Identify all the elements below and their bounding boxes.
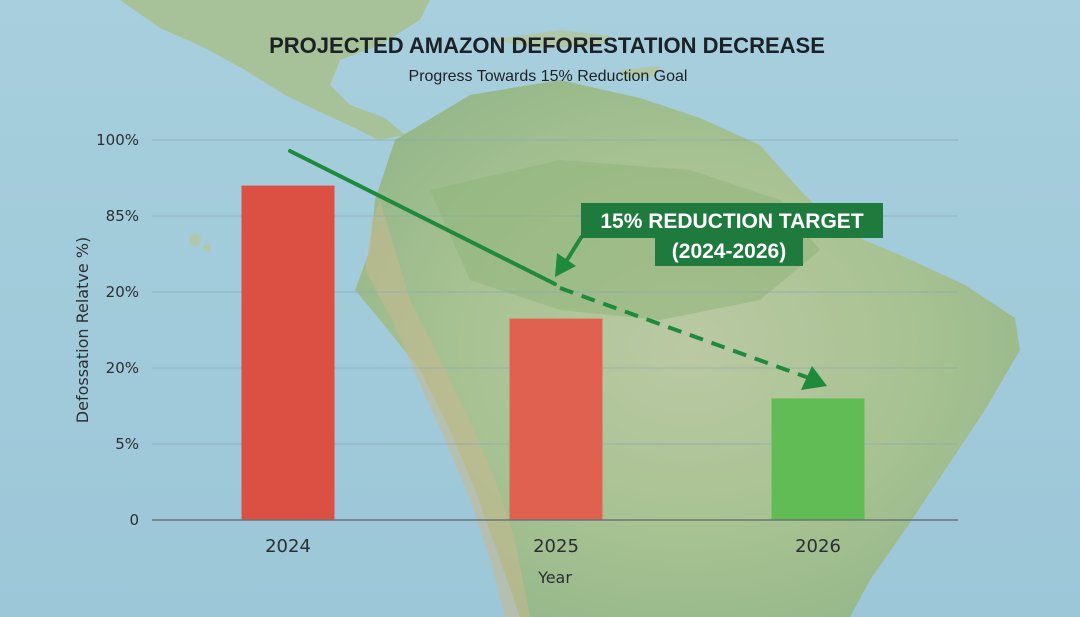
x-tick-label-2024: 2024 xyxy=(265,536,311,557)
trend-arrow-dashed xyxy=(559,286,821,384)
trend-arrow-solid xyxy=(288,149,557,286)
y-tick-label: 20% xyxy=(106,359,139,377)
annotation-pointer-head xyxy=(555,253,576,277)
y-tick-label: 100% xyxy=(96,131,139,149)
bar-2025 xyxy=(509,318,603,520)
annotation-box-bottom xyxy=(655,234,803,266)
annotation-line1: 15% REDUCTION TARGET xyxy=(600,210,863,233)
annotation-line2: (2024-2026) xyxy=(672,240,786,263)
y-tick-label: 0 xyxy=(129,511,139,529)
x-axis-ticks: 2024 2025 2026 xyxy=(265,536,841,557)
chart-title: PROJECTED AMAZON DEFORESTATION DECREASE xyxy=(269,33,825,58)
chart-subtitle: Progress Towards 15% Reduction Goal xyxy=(409,68,688,85)
y-tick-label: 85% xyxy=(106,207,139,225)
trend-arrow-head xyxy=(801,366,827,390)
trend-arrow xyxy=(288,149,827,390)
reduction-target-annotation: 15% REDUCTION TARGET (2024-2026) xyxy=(581,203,883,266)
x-tick-label-2025: 2025 xyxy=(533,536,579,557)
y-tick-label: 20% xyxy=(106,283,139,301)
x-tick-label-2026: 2026 xyxy=(795,536,841,557)
y-tick-label: 5% xyxy=(115,435,139,453)
y-axis-label: Defossation Relatve %) xyxy=(73,237,92,423)
y-axis-ticks: 100% 85% 20% 20% 5% 0 xyxy=(96,131,139,529)
bars xyxy=(241,185,865,520)
bar-2024 xyxy=(241,185,335,520)
bar-2026 xyxy=(771,398,865,520)
annotation-box-top xyxy=(581,203,883,238)
x-axis-label: Year xyxy=(537,568,572,587)
